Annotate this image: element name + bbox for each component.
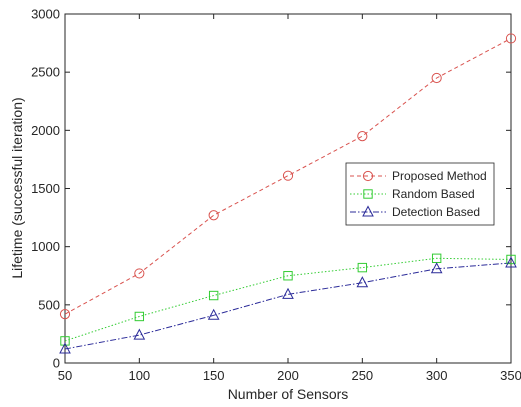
series-1-point xyxy=(505,33,517,44)
y-tick-label: 2000 xyxy=(31,123,60,138)
series-1-point xyxy=(282,170,294,181)
x-axis-label: Number of Sensors xyxy=(228,386,349,402)
series-3-point xyxy=(356,276,369,288)
y-axis: 0 500 1000 1500 2000 2500 3000 xyxy=(31,7,511,371)
legend-label-1: Proposed Method xyxy=(392,169,487,183)
series-1-point xyxy=(208,210,219,221)
series-3-point xyxy=(207,308,220,320)
x-tick-label: 350 xyxy=(500,368,521,383)
series-2-point xyxy=(208,290,219,301)
series-3-point xyxy=(430,262,443,274)
y-tick-label: 1000 xyxy=(31,239,60,254)
legend-box xyxy=(345,162,495,226)
legend-marker-2 xyxy=(363,189,373,199)
series-1-point xyxy=(134,268,145,279)
series-1-point xyxy=(59,309,71,320)
y-tick-label: 1500 xyxy=(31,181,60,196)
x-tick-label: 300 xyxy=(426,368,448,383)
series-3-point xyxy=(282,287,294,299)
y-tick-label: 500 xyxy=(38,297,60,312)
series-2-point xyxy=(357,262,368,273)
legend: Proposed Method Random Based Detection Bas… xyxy=(345,162,495,226)
series-3-point xyxy=(133,328,146,340)
x-tick-label: 250 xyxy=(351,368,373,383)
series-line-2 xyxy=(64,257,512,342)
y-axis-label: Lifetime (successful iteration) xyxy=(9,97,25,278)
y-tick-label: 2500 xyxy=(31,65,60,80)
x-tick-label: 100 xyxy=(128,368,150,383)
series-1-point xyxy=(357,131,368,142)
x-tick-label: 200 xyxy=(277,368,299,383)
series-2-point xyxy=(283,271,293,281)
legend-label-3: Detection Based xyxy=(392,205,480,219)
series-lines xyxy=(64,37,512,350)
y-tick-label: 0 xyxy=(53,356,60,371)
series-2-point xyxy=(506,254,516,265)
legend-label-2: Random Based xyxy=(392,187,475,201)
legend-marker-3 xyxy=(362,205,374,217)
x-axis: 50 100 150 200 250 300 350 xyxy=(58,14,521,383)
legend-marker-1 xyxy=(362,170,374,182)
x-tick-label: 150 xyxy=(203,368,225,383)
series-markers xyxy=(59,33,517,354)
series-line-3 xyxy=(64,262,512,350)
series-1-point xyxy=(431,72,442,84)
series-3-point xyxy=(505,256,517,268)
series-2-point xyxy=(60,336,70,346)
x-tick-label: 50 xyxy=(58,368,72,383)
series-3-point xyxy=(59,342,71,354)
series-line-1 xyxy=(64,37,512,315)
y-tick-label: 3000 xyxy=(31,7,60,22)
series-2-point xyxy=(134,311,145,322)
